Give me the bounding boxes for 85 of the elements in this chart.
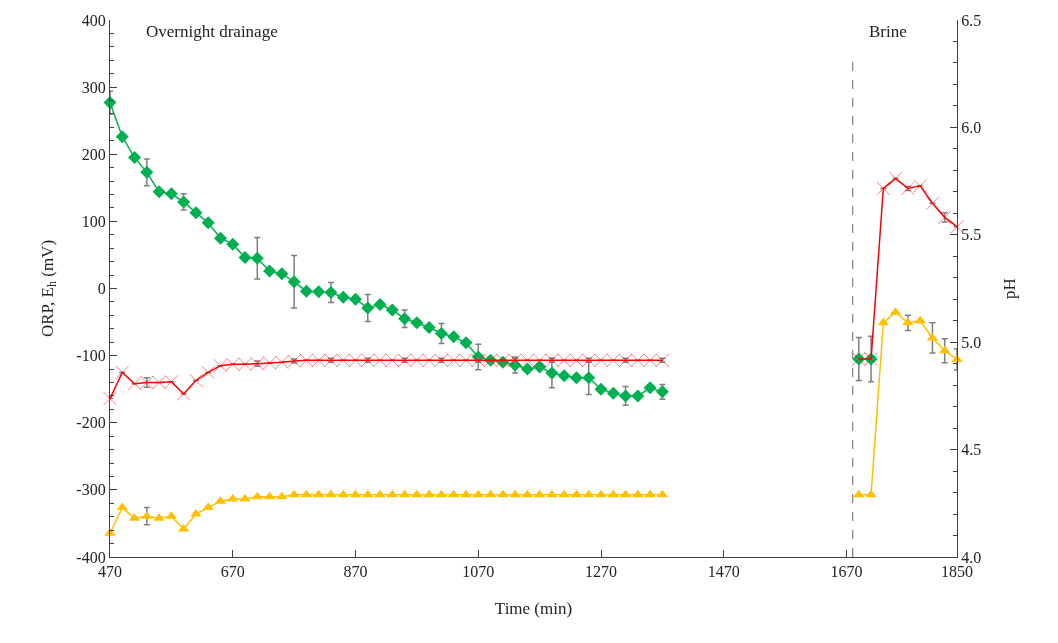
point (276, 491, 288, 500)
point (434, 326, 448, 340)
point (202, 502, 214, 511)
y-tick-label: 200 (81, 145, 106, 163)
point (410, 316, 424, 330)
x-tick-label: 1070 (462, 563, 495, 581)
point (140, 165, 154, 179)
x-axis-title: Time (min) (494, 598, 573, 618)
point (422, 320, 436, 334)
point (411, 489, 423, 498)
x-tick-label: 1850 (941, 563, 973, 581)
point (213, 231, 227, 245)
y2-tick-label: 5.0 (961, 333, 982, 351)
point (533, 360, 547, 374)
point (362, 489, 374, 498)
point (914, 315, 926, 324)
point (189, 206, 203, 220)
point (152, 185, 166, 199)
point (558, 489, 570, 498)
point (312, 285, 326, 299)
point (545, 366, 559, 380)
point (238, 251, 252, 265)
y2-tick-label: 6.5 (961, 11, 982, 29)
x-tick-label: 1270 (585, 563, 618, 581)
point (423, 489, 435, 498)
point (595, 489, 607, 498)
x-tick-label: 1670 (830, 563, 863, 581)
point (226, 237, 240, 251)
point (460, 489, 472, 498)
point (606, 386, 620, 400)
x-tick-label: 1470 (707, 563, 740, 581)
point (324, 286, 338, 300)
annotation: Overnight drainage (146, 22, 278, 41)
point (336, 290, 350, 304)
ref-line-label: Brine (869, 22, 907, 41)
y-tick-label: 0 (97, 280, 106, 298)
point (643, 381, 657, 395)
point (287, 275, 301, 289)
point (349, 292, 363, 306)
y-tick-label: -200 (76, 414, 106, 432)
point (288, 489, 300, 498)
y-tick-label: -400 (76, 548, 106, 566)
point (509, 489, 521, 498)
point (373, 298, 387, 312)
point (459, 336, 473, 350)
x-tick-label: 670 (220, 563, 245, 581)
point (374, 489, 386, 498)
point (631, 389, 645, 403)
point (337, 489, 349, 498)
y2-tick-label: 5.5 (961, 226, 982, 244)
point (853, 489, 865, 498)
point (632, 489, 644, 498)
point (619, 389, 633, 403)
point (299, 284, 313, 298)
y2-tick-label: 4.0 (961, 548, 982, 566)
point (128, 151, 142, 165)
point (385, 303, 399, 317)
y2-tick-label: 6.0 (961, 119, 982, 136)
point (520, 362, 534, 376)
y-tick-label: 300 (81, 78, 106, 96)
y-tick-label: -100 (76, 347, 106, 365)
point (569, 371, 583, 385)
x-tick-label: 470 (98, 563, 122, 581)
point (497, 489, 509, 498)
point (594, 382, 608, 396)
point (115, 130, 129, 144)
y-tick-label: 400 (81, 11, 106, 29)
y2-axis-title: pH (999, 278, 1019, 299)
point (201, 216, 215, 230)
point (447, 330, 461, 344)
y2-tick-label: 4.5 (961, 441, 982, 459)
x-tick-label: 870 (343, 563, 368, 581)
y-tick-label: 100 (81, 212, 106, 230)
point (263, 264, 277, 278)
point (361, 301, 375, 315)
point (250, 251, 264, 265)
point (275, 267, 289, 281)
point (582, 371, 596, 385)
point (865, 489, 877, 498)
point (546, 489, 558, 498)
point (325, 489, 337, 498)
point (557, 369, 571, 383)
point (644, 489, 656, 498)
y-tick-label: -300 (76, 481, 106, 499)
point (164, 187, 178, 201)
